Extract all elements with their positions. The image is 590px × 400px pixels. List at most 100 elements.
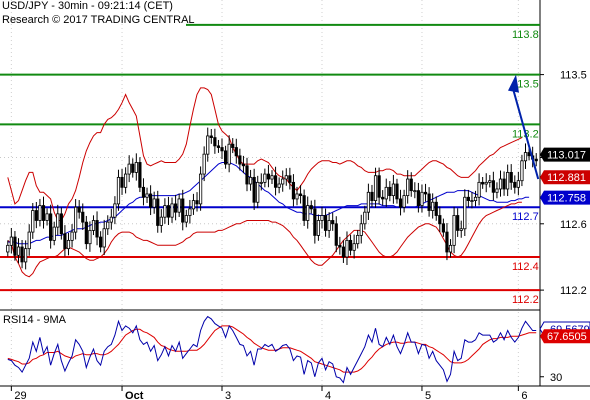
price-tag-box	[540, 170, 590, 185]
candle	[356, 230, 360, 249]
candle	[234, 138, 238, 164]
time-tick-label: 3	[225, 390, 231, 400]
candle-body	[391, 183, 395, 197]
candle-body	[484, 181, 488, 185]
candle	[348, 234, 353, 256]
candle	[227, 135, 231, 173]
level-label: 112.4	[512, 261, 539, 273]
candle	[209, 129, 213, 144]
candle-body	[491, 180, 495, 193]
candle	[316, 214, 321, 241]
candle	[488, 175, 492, 188]
candle	[473, 190, 478, 207]
candle-body	[256, 181, 260, 203]
candle	[141, 178, 146, 206]
candle-body	[384, 186, 388, 200]
candle	[184, 209, 188, 228]
candle-body	[134, 162, 138, 173]
candle	[220, 138, 224, 160]
candle-body	[191, 200, 196, 210]
candle	[188, 199, 192, 224]
candle	[38, 198, 42, 227]
candle-body	[184, 215, 188, 223]
candle	[463, 189, 467, 236]
candle	[409, 172, 413, 197]
candle	[206, 127, 210, 162]
candle-body	[16, 246, 21, 256]
candle	[88, 221, 92, 252]
candle-body	[345, 239, 349, 258]
candle-body	[45, 213, 49, 221]
candle-body	[56, 213, 60, 228]
candle-body	[231, 143, 235, 148]
candle	[20, 239, 24, 269]
candle	[149, 185, 153, 216]
candle	[231, 138, 235, 154]
candle	[113, 196, 117, 225]
candle	[391, 174, 395, 204]
candle-body	[145, 193, 149, 198]
price-tag-box	[540, 190, 590, 205]
price-tag-box	[540, 147, 590, 162]
candle-body	[170, 203, 174, 218]
candle-body	[291, 181, 296, 200]
candle-body	[298, 193, 303, 197]
candle	[406, 170, 410, 204]
candle-body	[234, 147, 238, 157]
candle	[395, 178, 399, 204]
candle-body	[320, 215, 324, 221]
candle-body	[173, 203, 178, 213]
candle-body	[209, 135, 213, 138]
candle-body	[288, 175, 292, 183]
time-tick-label: Oct	[125, 390, 144, 400]
candle	[291, 174, 296, 207]
candle	[34, 202, 38, 229]
candle	[252, 168, 256, 210]
candle-body	[38, 205, 42, 221]
candle	[384, 178, 388, 207]
candle	[145, 187, 149, 203]
candle-body	[463, 196, 467, 230]
candle-body	[49, 213, 53, 241]
candle-body	[74, 206, 78, 233]
candle	[191, 193, 196, 215]
candle	[177, 193, 181, 217]
candle-body	[348, 239, 353, 251]
candle-body	[181, 198, 185, 223]
rsi-tag-label: 67.6505	[547, 331, 587, 343]
candle	[341, 240, 346, 263]
candle-body	[63, 233, 67, 250]
price-tick-label: 112.2	[560, 285, 587, 297]
candle-body	[523, 152, 528, 162]
candle	[359, 214, 363, 244]
candle	[202, 146, 206, 182]
candle	[427, 187, 431, 217]
candle	[152, 191, 156, 214]
candle-body	[6, 244, 10, 253]
candle-body	[13, 236, 17, 256]
candle-body	[356, 235, 360, 245]
candle	[95, 211, 99, 246]
candle-body	[220, 147, 224, 152]
candle	[170, 197, 174, 223]
candle-body	[313, 208, 317, 236]
time-tick-label: 5	[425, 390, 431, 400]
candle	[370, 184, 374, 208]
candle	[27, 224, 31, 256]
candle-body	[41, 205, 46, 221]
candle-body	[370, 191, 374, 201]
candle	[216, 139, 221, 153]
candle-body	[513, 181, 517, 188]
candle	[277, 177, 281, 194]
candle	[116, 169, 121, 211]
candle	[131, 158, 135, 178]
candle	[102, 219, 106, 255]
candle-body	[270, 175, 274, 180]
candle	[56, 204, 60, 236]
copyright-text: Research © 2017 TRADING CENTRAL	[2, 14, 195, 26]
level-label: 112.7	[512, 211, 539, 223]
price-tag-label: 113.017	[547, 150, 586, 162]
candle-body	[131, 163, 135, 173]
candle	[263, 168, 267, 188]
bollinger-upper-line	[7, 87, 523, 221]
